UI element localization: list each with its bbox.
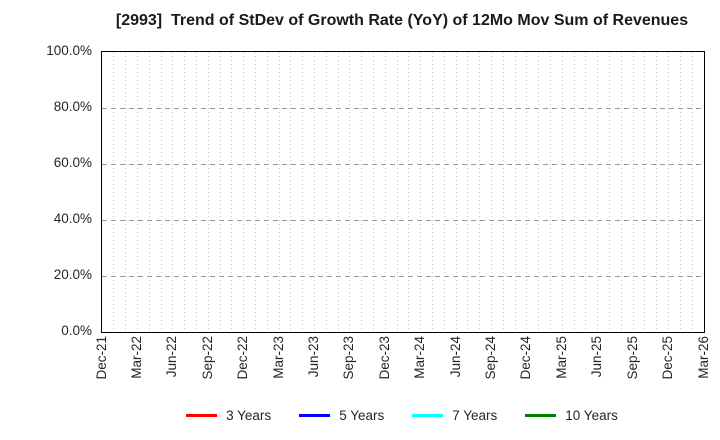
gridline-vertical xyxy=(384,52,386,332)
gridline-vertical xyxy=(573,52,575,332)
gridline-vertical xyxy=(219,52,221,332)
gridline-vertical xyxy=(313,52,315,332)
legend-item-label: 7 Years xyxy=(452,407,498,423)
legend-item-10-years: 10 Years xyxy=(525,408,618,423)
gridline-vertical xyxy=(302,52,304,332)
gridline-vertical xyxy=(561,52,563,332)
gridline-vertical xyxy=(632,52,634,332)
gridline-vertical xyxy=(349,52,351,332)
gridline-vertical xyxy=(136,52,138,332)
x-tick-label: Sep-22 xyxy=(199,336,215,380)
x-tick-label: Dec-24 xyxy=(518,336,534,380)
x-tick-label: Jun-25 xyxy=(589,336,605,378)
gridline-vertical xyxy=(420,52,422,332)
gridline-vertical xyxy=(443,52,445,332)
x-tick-label: Jun-23 xyxy=(305,336,321,378)
gridline-vertical xyxy=(290,52,292,332)
gridline-vertical xyxy=(325,52,327,332)
x-tick-label: Mar-24 xyxy=(412,336,428,379)
gridline-vertical xyxy=(266,52,268,332)
y-tick-label: 20.0% xyxy=(53,267,92,282)
gridline-vertical xyxy=(656,52,658,332)
gridline-vertical xyxy=(432,52,433,332)
gridline-vertical xyxy=(243,52,245,332)
legend-item-label: 3 Years xyxy=(226,407,272,423)
legend-item-label: 5 Years xyxy=(339,407,385,423)
x-tick-label: Mar-26 xyxy=(695,336,711,379)
chart-title: [2993] Trend of StDev of Growth Rate (Yo… xyxy=(115,12,689,29)
x-tick-label: Dec-22 xyxy=(235,336,251,380)
gridline-vertical xyxy=(113,52,115,332)
gridline-vertical xyxy=(679,52,681,332)
gridline-vertical xyxy=(396,52,398,332)
x-tick-label: Dec-23 xyxy=(376,336,392,380)
gridline-vertical xyxy=(538,52,540,332)
gridline-vertical xyxy=(207,52,209,332)
legend: 3 Years 5 Years 7 Years 10 Years xyxy=(101,404,703,426)
x-tick-label: Sep-23 xyxy=(341,336,357,380)
x-tick-label: Mar-25 xyxy=(553,336,569,379)
legend-line-swatch xyxy=(299,413,331,417)
gridline-vertical xyxy=(408,52,410,332)
legend-line-swatch xyxy=(186,413,218,417)
plot-area xyxy=(101,51,705,333)
gridline-vertical xyxy=(160,52,162,332)
x-tick-label: Sep-25 xyxy=(624,336,640,380)
gridline-vertical xyxy=(231,52,233,332)
gridline-vertical xyxy=(361,52,363,332)
y-tick-label: 0.0% xyxy=(61,323,92,338)
legend-item-7-years: 7 Years xyxy=(412,408,497,423)
x-tick-label: Mar-22 xyxy=(128,336,144,379)
legend-item-label: 10 Years xyxy=(565,407,618,423)
gridline-vertical xyxy=(455,52,457,332)
y-tick-label: 60.0% xyxy=(53,155,92,170)
gridline-vertical xyxy=(668,52,670,332)
gridline-vertical xyxy=(278,52,280,332)
gridline-vertical xyxy=(585,52,587,332)
x-tick-label: Sep-24 xyxy=(483,336,499,380)
gridline-vertical xyxy=(514,52,516,332)
y-tick-label: 100.0% xyxy=(46,43,92,58)
x-tick-label: Jun-24 xyxy=(447,336,463,378)
legend-item-3-years: 3 Years xyxy=(186,408,271,423)
gridline-vertical xyxy=(550,52,552,332)
gridline-vertical xyxy=(337,52,339,332)
gridline-vertical xyxy=(479,52,481,332)
gridline-vertical xyxy=(620,52,622,332)
gridline-vertical xyxy=(195,52,197,332)
gridline-vertical xyxy=(526,52,528,332)
gridline-vertical xyxy=(172,52,174,332)
gridline-vertical xyxy=(125,52,127,332)
gridline-vertical xyxy=(491,52,493,332)
y-tick-label: 80.0% xyxy=(53,99,92,114)
x-tick-label: Jun-22 xyxy=(164,336,180,378)
gridline-vertical xyxy=(502,52,504,332)
x-tick-label: Mar-23 xyxy=(270,336,286,379)
gridline-vertical xyxy=(467,52,469,332)
gridline-vertical xyxy=(609,52,611,332)
legend-item-5-years: 5 Years xyxy=(299,408,384,423)
x-tick-label: Dec-21 xyxy=(93,336,109,380)
gridline-vertical xyxy=(372,52,374,332)
gridline-horizontal xyxy=(102,107,704,109)
gridline-vertical xyxy=(691,52,693,332)
gridline-vertical xyxy=(597,52,599,332)
gridline-horizontal xyxy=(102,219,704,221)
gridline-horizontal xyxy=(102,163,704,165)
gridline-vertical xyxy=(644,52,646,332)
x-tick-label: Dec-25 xyxy=(660,336,676,380)
legend-line-swatch xyxy=(525,413,557,417)
gridline-vertical xyxy=(184,52,186,332)
gridline-vertical xyxy=(148,52,150,332)
legend-line-swatch xyxy=(412,413,444,417)
gridline-vertical xyxy=(254,52,256,332)
gridline-horizontal xyxy=(102,275,704,277)
y-tick-label: 40.0% xyxy=(53,211,92,226)
